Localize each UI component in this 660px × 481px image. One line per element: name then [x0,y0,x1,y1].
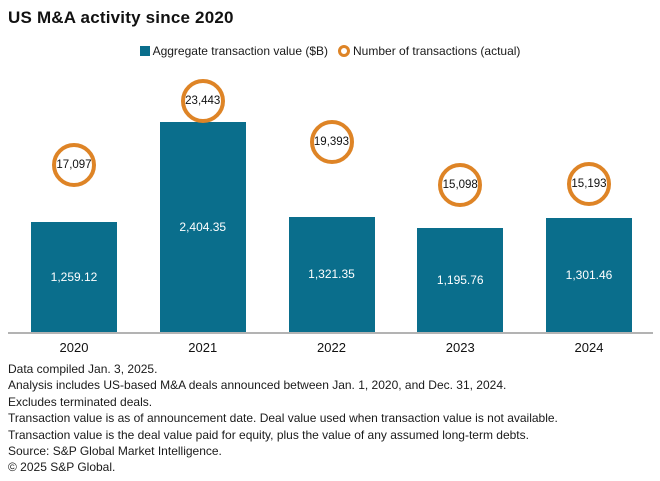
legend: Aggregate transaction value ($B) Number … [0,44,660,58]
bar-2022 [288,216,375,332]
legend-item-circles: Number of transactions (actual) [338,44,520,58]
x-axis-label-2021: 2021 [188,340,218,355]
bar-series-swatch-icon [139,46,150,56]
x-axis-label-2024: 2024 [574,340,604,355]
transactions-circle-2021: 23,443 [180,79,225,124]
footnote-line: Data compiled Jan. 3, 2025. [8,362,158,376]
bar-2020 [31,222,117,332]
footnote-line: Transaction value is as of announcement … [8,411,558,426]
legend-label-bars: Aggregate transaction value ($B) [152,44,329,58]
transactions-circle-2023: 15,098 [438,163,483,208]
footnote-line: Analysis includes US-based M&A deals ann… [8,378,507,393]
circle-series-swatch-icon [338,45,351,57]
footnote-line: Source: S&P Global Market Intelligence. [8,444,222,459]
footnote-line: © 2025 S&P Global. [8,460,116,475]
x-axis-label-2020: 2020 [59,340,89,355]
bar-value-label: 1,195.76 [436,272,484,287]
footnotes: Data compiled Jan. 3, 2025. Analysis inc… [8,361,558,476]
bar-value-label: 2,404.35 [179,220,227,234]
bar-2021 [159,122,246,332]
bar-2023 [417,227,504,332]
transactions-circle-2024: 15,193 [567,162,611,207]
bar-value-label: 1,301.46 [565,268,613,283]
x-axis-label-2022: 2022 [317,340,346,355]
footnote-line: Excludes terminated deals. [8,394,153,409]
x-axis-label-2023: 2023 [445,340,475,355]
x-axis-line [8,332,653,334]
bar-2024 [546,218,632,332]
bar-value-label: 1,259.12 [50,270,98,284]
transactions-circle-2020: 17,097 [52,142,96,187]
chart-area: 1,259.12 17,097 2020 2,404.35 23,443 2021 1,32… [8,79,653,355]
legend-label-circles: Number of transactions (actual) [353,44,521,58]
page-title: US M&A activity since 2020 [8,8,234,27]
footnote-line: Transaction value is the deal value paid… [8,427,529,442]
bar-value-label: 1,321.35 [308,267,355,282]
transactions-circle-2022: 19,393 [309,119,354,164]
legend-item-bars: Aggregate transaction value ($B) [139,44,329,58]
